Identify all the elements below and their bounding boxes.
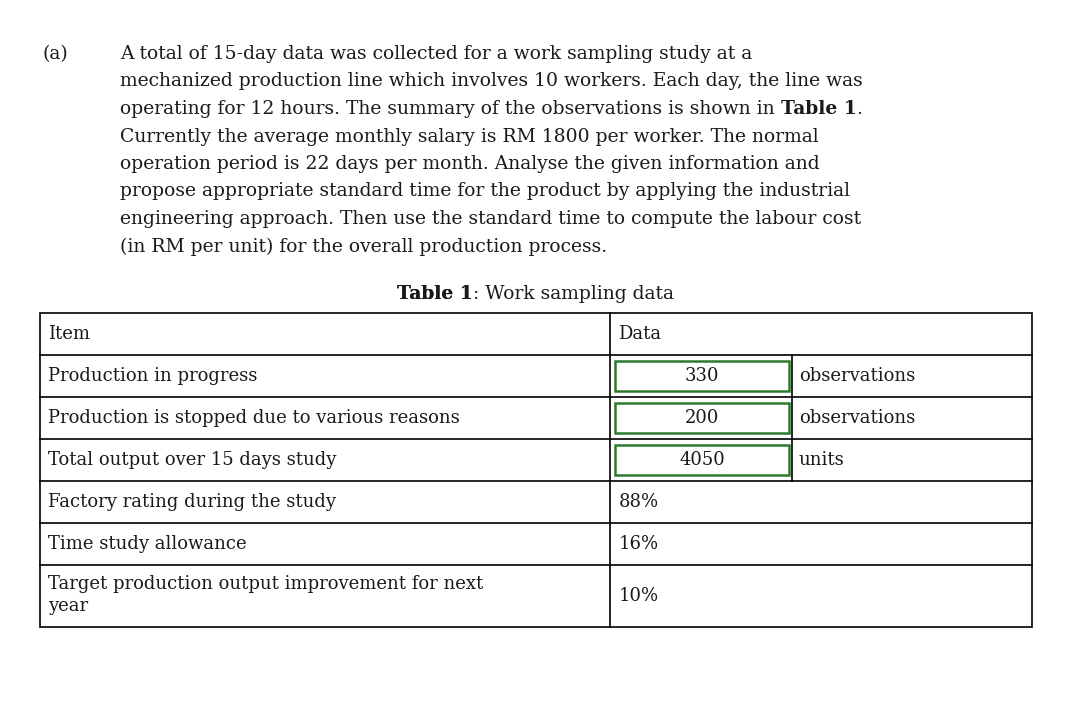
Text: mechanized production line which involves 10 workers. Each day, the line was: mechanized production line which involve… (120, 72, 863, 91)
Text: units: units (799, 451, 845, 469)
Bar (615, 361, 789, 391)
Text: A total of 15-day data was collected for a work sampling study at a: A total of 15-day data was collected for… (120, 45, 753, 63)
Bar (615, 403, 789, 433)
Text: .: . (857, 100, 862, 118)
Text: Table 1: Table 1 (398, 285, 473, 303)
Text: 10%: 10% (619, 587, 658, 605)
Bar (615, 445, 789, 475)
Text: (in RM per unit) for the overall production process.: (in RM per unit) for the overall product… (120, 237, 607, 256)
Text: operating for 12 hours. The summary of the observations is shown in: operating for 12 hours. The summary of t… (120, 100, 780, 118)
Text: year: year (48, 597, 88, 615)
Text: : Work sampling data: : Work sampling data (473, 285, 674, 303)
Text: 4050: 4050 (680, 451, 725, 469)
Text: Production is stopped due to various reasons: Production is stopped due to various rea… (48, 409, 460, 427)
Text: Target production output improvement for next: Target production output improvement for… (48, 575, 483, 593)
Text: 330: 330 (685, 367, 719, 385)
Text: (a): (a) (42, 45, 68, 63)
Text: engineering approach. Then use the standard time to compute the labour cost: engineering approach. Then use the stand… (120, 210, 861, 228)
Text: Currently the average monthly salary is RM 1800 per worker. The normal: Currently the average monthly salary is … (120, 127, 819, 146)
Text: Time study allowance: Time study allowance (48, 535, 247, 553)
Text: Data: Data (619, 325, 661, 343)
Text: 88%: 88% (619, 493, 658, 511)
Text: propose appropriate standard time for the product by applying the industrial: propose appropriate standard time for th… (120, 183, 850, 200)
Text: Factory rating during the study: Factory rating during the study (48, 493, 336, 511)
Text: Production in progress: Production in progress (48, 367, 257, 385)
Text: Total output over 15 days study: Total output over 15 days study (48, 451, 337, 469)
Text: operation period is 22 days per month. Analyse the given information and: operation period is 22 days per month. A… (120, 155, 820, 173)
Text: 16%: 16% (619, 535, 658, 553)
Bar (40, 313, 1032, 627)
Text: observations: observations (799, 367, 914, 385)
Text: 200: 200 (685, 409, 719, 427)
Text: observations: observations (799, 409, 914, 427)
Text: Table 1: Table 1 (398, 285, 473, 303)
Text: Item: Item (48, 325, 90, 343)
Text: Table 1: Table 1 (780, 100, 857, 118)
